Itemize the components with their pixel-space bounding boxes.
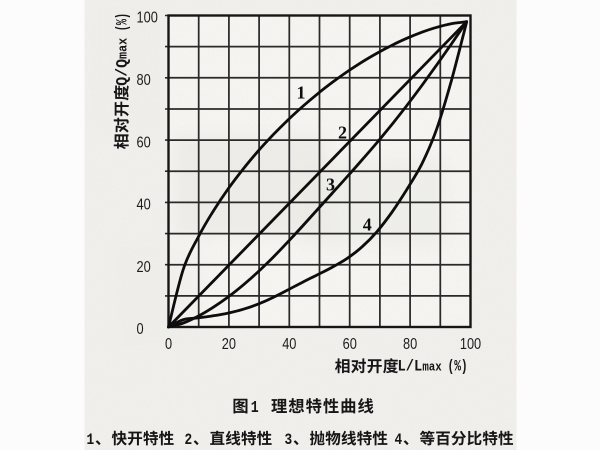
svg-text:0: 0 xyxy=(165,336,172,354)
svg-text:1: 1 xyxy=(87,432,95,450)
svg-text:0: 0 xyxy=(137,321,144,339)
svg-text:(%): (%) xyxy=(114,13,132,31)
svg-text:60: 60 xyxy=(343,336,357,354)
svg-text:40: 40 xyxy=(282,336,296,354)
svg-text:3: 3 xyxy=(285,432,293,450)
svg-text:20: 20 xyxy=(137,259,151,277)
svg-text:80: 80 xyxy=(137,72,151,90)
svg-text:80: 80 xyxy=(403,336,417,354)
svg-text:L/L: L/L xyxy=(398,359,423,376)
svg-text:1: 1 xyxy=(251,400,259,418)
svg-text:4: 4 xyxy=(395,432,403,450)
svg-text:3: 3 xyxy=(326,174,335,194)
svg-text:100: 100 xyxy=(460,336,481,354)
svg-text:1: 1 xyxy=(297,83,306,103)
svg-text:max: max xyxy=(422,361,441,375)
svg-text:20: 20 xyxy=(222,336,236,354)
svg-text:2: 2 xyxy=(338,123,347,143)
svg-text:4: 4 xyxy=(363,214,372,234)
svg-text:Q/Q: Q/Q xyxy=(113,59,132,86)
svg-text:(%): (%) xyxy=(448,358,468,377)
svg-text:40: 40 xyxy=(137,196,151,214)
svg-text:max: max xyxy=(116,38,130,59)
svg-text:2: 2 xyxy=(185,432,193,450)
svg-text:60: 60 xyxy=(137,134,151,152)
svg-text:100: 100 xyxy=(137,9,158,27)
